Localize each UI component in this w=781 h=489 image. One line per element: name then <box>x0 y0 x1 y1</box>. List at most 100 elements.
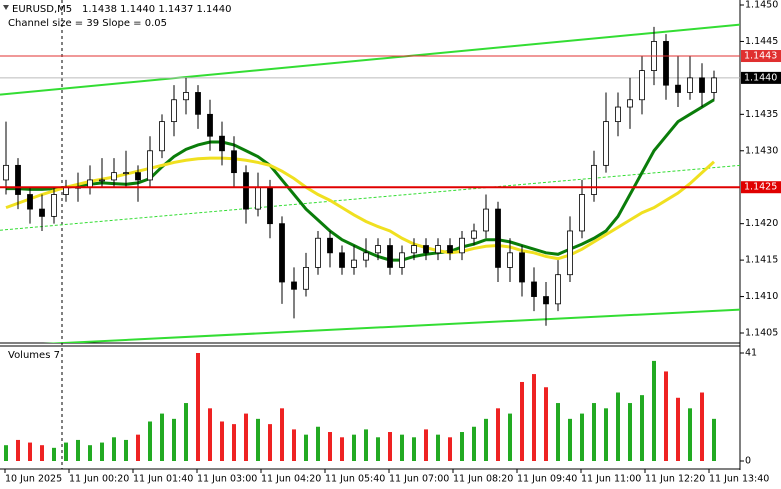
candle-body <box>147 150 153 181</box>
candle-body <box>375 245 381 254</box>
candle-body <box>39 208 45 217</box>
volume-bar <box>112 437 116 461</box>
volume-bar <box>616 392 620 461</box>
volume-bar <box>436 434 440 461</box>
y-tick-label: 1.1430 <box>745 145 778 156</box>
candle-body <box>519 252 525 283</box>
candle-body <box>255 186 261 210</box>
volume-bar <box>556 403 560 461</box>
candle-body <box>27 194 33 210</box>
volume-bar <box>496 408 500 461</box>
candle-body <box>459 237 465 254</box>
volume-bar <box>424 429 428 461</box>
volume-bar <box>460 432 464 461</box>
candle-body <box>351 259 357 268</box>
candle-body <box>63 186 69 195</box>
candle-body <box>267 186 273 225</box>
current-price-box <box>741 71 781 84</box>
channel-line <box>0 164 740 231</box>
volume-bar <box>700 392 704 461</box>
candle-body <box>3 164 9 181</box>
volume-bar <box>220 421 224 461</box>
candle-body <box>279 223 285 283</box>
y-tick-label: 1.1445 <box>745 36 778 47</box>
volume-bar <box>340 437 344 461</box>
candle-body <box>159 121 165 152</box>
volume-bar <box>292 429 296 461</box>
volume-title: Volumes 7 <box>8 350 60 361</box>
current-price-label: 1.1440 <box>744 72 777 83</box>
ohlc: 1.1438 1.1440 1.1437 1.1440 <box>82 4 232 15</box>
candle-body <box>363 252 369 261</box>
candle-body <box>207 113 213 137</box>
volume-bar <box>712 418 716 461</box>
candle-body <box>543 296 549 305</box>
volume-bar <box>640 395 644 461</box>
volume-bar <box>592 403 596 461</box>
candle-body <box>339 252 345 268</box>
x-tick-label: 11 Jun 13:40 <box>709 474 769 485</box>
candle-body <box>435 245 441 254</box>
volume-bar <box>256 418 260 461</box>
y-tick-label: 1.1405 <box>745 328 778 339</box>
volume-bar <box>544 387 548 461</box>
volume-bar <box>136 434 140 461</box>
candle-body <box>399 252 405 268</box>
volume-bar <box>388 432 392 461</box>
volume-bar <box>664 371 668 461</box>
candle-body <box>15 164 21 195</box>
volume-bar <box>304 434 308 461</box>
volume-bar <box>352 434 356 461</box>
symbol: EURUSD,M5 <box>12 4 72 15</box>
level-label: 1.1425 <box>744 182 777 193</box>
channel-line <box>43 308 740 343</box>
candle-body <box>639 70 645 101</box>
candle-body <box>135 172 141 181</box>
volume-bar <box>448 437 452 461</box>
volume-bar <box>184 403 188 461</box>
volume-bar <box>532 374 536 461</box>
volume-bar <box>16 439 20 461</box>
level-label: 1.1443 <box>744 51 777 62</box>
volume-bar <box>652 360 656 461</box>
candle-body <box>303 266 309 290</box>
level-label-box <box>741 181 781 194</box>
x-tick-label: 11 Jun 05:40 <box>325 474 385 485</box>
symbol-icon <box>3 5 9 10</box>
channel-line <box>0 23 740 96</box>
volume-bar <box>484 418 488 461</box>
volume-bar <box>88 445 92 461</box>
moving-average <box>6 98 715 262</box>
x-tick-label: 11 Jun 11:00 <box>581 474 641 485</box>
x-tick-label: 11 Jun 00:20 <box>69 474 129 485</box>
candle-body <box>315 237 321 268</box>
candle-body <box>411 245 417 254</box>
candle-body <box>327 237 333 254</box>
candle-body <box>447 245 453 254</box>
volume-tick-label: 41 <box>745 348 757 359</box>
candle-body <box>99 179 105 182</box>
volume-bar <box>124 439 128 461</box>
y-tick-label: 1.1450 <box>745 0 778 11</box>
volume-bar <box>316 426 320 461</box>
volume-bar <box>412 437 416 461</box>
volume-bar <box>160 413 164 461</box>
candle-body <box>291 281 297 290</box>
volume-bar <box>52 447 56 461</box>
volume-bar <box>580 413 584 461</box>
volume-bar <box>328 432 332 461</box>
volume-bar <box>376 437 380 461</box>
candle-body <box>51 194 57 217</box>
x-tick-label: 11 Jun 12:20 <box>645 474 705 485</box>
candle-body <box>123 172 129 175</box>
plot <box>0 23 740 343</box>
candle-body <box>711 77 717 93</box>
volume-bar <box>172 418 176 461</box>
volume-tick-label: 0 <box>745 456 751 467</box>
moving-average <box>5 156 716 261</box>
y-tick-label: 1.1420 <box>745 218 778 229</box>
candle-body <box>111 172 117 181</box>
y-tick-label: 1.1410 <box>745 291 778 302</box>
candle-body <box>495 208 501 268</box>
